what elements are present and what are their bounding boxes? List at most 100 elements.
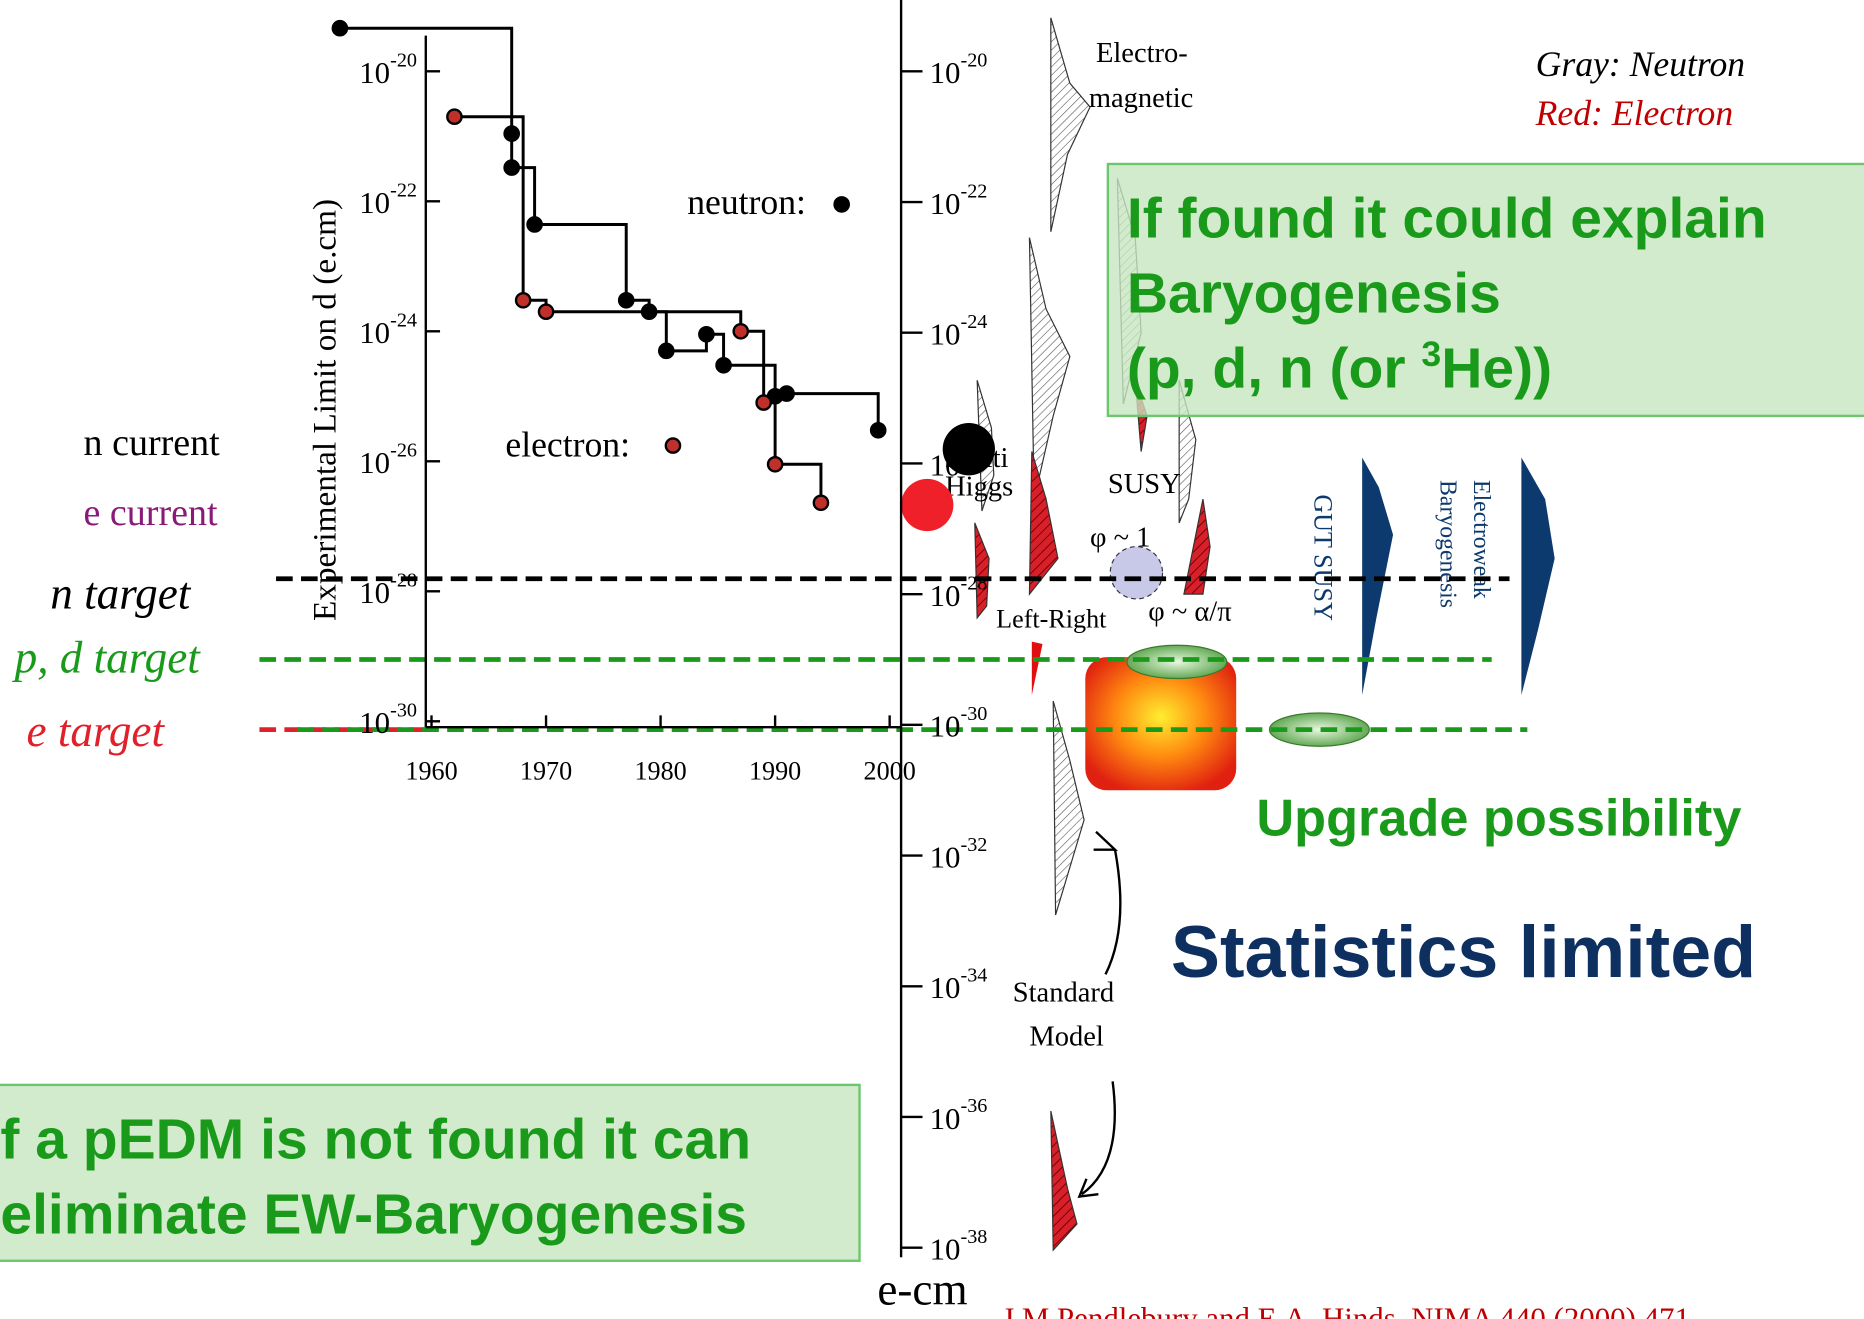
x-tick-label: 1990 xyxy=(749,757,801,786)
superscript: 3 xyxy=(1421,334,1441,374)
level-label: e current xyxy=(84,492,218,534)
y-tick-label: 10-22 xyxy=(359,180,417,221)
data-point xyxy=(505,160,519,174)
y-tick-label: 10-20 xyxy=(359,50,417,91)
legend-label: neutron: xyxy=(687,182,806,222)
level-label: e target xyxy=(27,706,166,756)
y-tick-exponent: -24 xyxy=(390,310,417,332)
y-tick-exponent: -38 xyxy=(960,1226,987,1248)
theory-label: Electro- xyxy=(1096,38,1188,69)
y-tick-exponent: -30 xyxy=(390,700,417,722)
data-point xyxy=(757,395,771,409)
reference: J.M.Pendlebury and E.A. Hinds, NIMA 440 … xyxy=(1002,1301,1690,1319)
data-point xyxy=(814,496,828,510)
callout-text: eliminate EW-Baryogenesis xyxy=(0,1182,747,1246)
y-tick-exponent: -30 xyxy=(960,703,987,725)
y-tick-label: 10 xyxy=(359,185,390,220)
legend-label: electron: xyxy=(505,424,630,464)
x-tick-label: 2000 xyxy=(864,757,916,786)
y-tick-label: 10-30 xyxy=(930,703,988,744)
slide: Electro- magnetic Multi Higgs SUSY φ ~ 1… xyxy=(0,0,1864,1319)
page: Electro- magnetic Multi Higgs SUSY φ ~ 1… xyxy=(0,0,1864,1319)
legend-marker xyxy=(835,197,849,211)
y-tick-exponent: -34 xyxy=(960,965,987,987)
step-line xyxy=(775,464,821,503)
y-tick-label: 10 xyxy=(930,1101,961,1136)
y-tick-label: 10 xyxy=(359,315,390,350)
y-tick-label: 10-32 xyxy=(930,834,988,875)
theory-label: Standard xyxy=(1013,978,1114,1009)
y-tick-label: 10-36 xyxy=(930,1095,988,1136)
y-tick-exponent: -28 xyxy=(390,570,417,592)
y-tick-exponent: -26 xyxy=(960,442,987,464)
y-tick-label: 10 xyxy=(930,317,961,352)
y-tick-label: 10 xyxy=(930,709,961,744)
y-tick-exponent: -22 xyxy=(960,180,987,202)
upgrade-text: Upgrade possibility xyxy=(1256,789,1741,847)
data-point xyxy=(659,344,673,358)
step-line xyxy=(764,403,775,465)
legend-marker xyxy=(666,438,680,452)
y-tick-label: 10-20 xyxy=(930,50,988,91)
callout-text: He)) xyxy=(1441,336,1552,400)
y-tick-label: 10 xyxy=(930,970,961,1005)
data-point xyxy=(716,358,730,372)
y-tick-exponent: -36 xyxy=(960,1095,987,1117)
theory-label: Left-Right xyxy=(996,604,1107,633)
step-line xyxy=(787,394,879,431)
y-axis-label: Experimental Limit on d (e.cm) xyxy=(306,199,343,621)
y-tick-label: 10 xyxy=(359,575,390,610)
y-tick-label: 10-24 xyxy=(930,311,988,352)
y-tick-label: 10-22 xyxy=(930,180,988,221)
x-tick-label: 1960 xyxy=(405,757,457,786)
data-point xyxy=(779,386,793,400)
y-tick-label: 10 xyxy=(359,55,390,90)
level-label: n current xyxy=(84,422,221,464)
y-tick-label: 10-38 xyxy=(930,1226,988,1267)
key-label: Gray: Neutron xyxy=(1536,44,1745,84)
y-tick-label: 10 xyxy=(359,705,390,740)
data-point xyxy=(768,457,782,471)
data-point xyxy=(527,217,541,231)
data-point xyxy=(539,305,553,319)
step-line xyxy=(724,365,776,396)
callout-text: If found it could explain xyxy=(1127,187,1767,251)
y-tick-label: 10-30 xyxy=(359,700,417,741)
theory-label: Model xyxy=(1029,1022,1103,1053)
y-tick-label: 10-24 xyxy=(359,310,417,351)
data-point xyxy=(734,324,748,338)
theory-label: magnetic xyxy=(1089,83,1193,114)
y-tick-label: 10 xyxy=(930,186,961,221)
y-tick-label: 10-34 xyxy=(930,965,988,1006)
callout-text: Baryogenesis xyxy=(1127,262,1501,326)
y2-axis-label: e-cm xyxy=(877,1265,967,1315)
callout-text: (p, d, n (or xyxy=(1127,336,1422,400)
theory-label: SUSY xyxy=(1108,469,1181,500)
x-tick-label: 1970 xyxy=(520,757,572,786)
y-tick-label: 10 xyxy=(930,578,961,613)
data-point xyxy=(505,126,519,140)
y-tick-exponent: -20 xyxy=(960,50,987,72)
y-tick-label: 10-28 xyxy=(359,570,417,611)
level-label: p, d target xyxy=(12,633,202,683)
y-tick-label: 10-26 xyxy=(359,440,417,481)
step-line xyxy=(741,331,764,402)
step-line xyxy=(535,224,627,300)
data-point xyxy=(699,327,713,341)
key-label: Red: Electron xyxy=(1535,93,1734,133)
y-tick-label: 10 xyxy=(930,1232,961,1267)
y-tick-label: 10 xyxy=(359,445,390,480)
y-tick-exponent: -22 xyxy=(390,180,417,202)
theory-label: φ ~ α/π xyxy=(1148,596,1231,627)
callout-text: f a pEDM is not found it can xyxy=(0,1108,751,1172)
x-tick-label: 1980 xyxy=(634,757,686,786)
theory-label: GUT SUSY xyxy=(1309,494,1338,621)
y-tick-exponent: -20 xyxy=(390,50,417,72)
y-tick-label: 10 xyxy=(930,447,961,482)
y-tick-exponent: -26 xyxy=(390,440,417,462)
y-tick-exponent: -28 xyxy=(960,572,987,594)
data-point xyxy=(333,21,347,35)
y-tick-exponent: -32 xyxy=(960,834,987,856)
statistics-text: Statistics limited xyxy=(1171,910,1756,993)
y-tick-label: 10 xyxy=(930,55,961,90)
